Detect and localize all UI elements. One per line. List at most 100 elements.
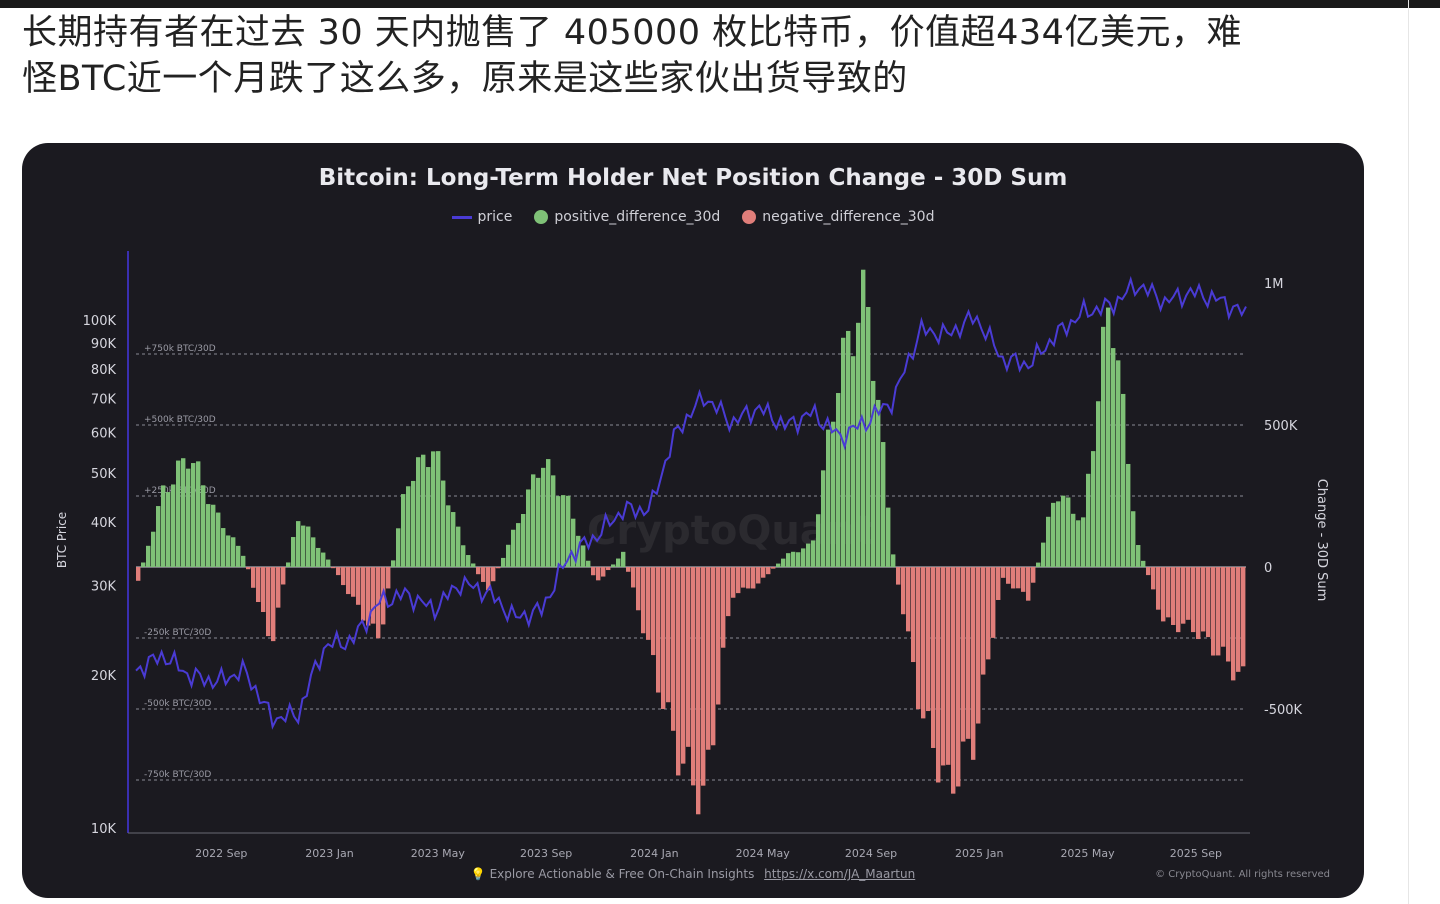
positive-bar	[876, 399, 881, 567]
chart-card[interactable]: Bitcoin: Long-Term Holder Net Position C…	[22, 143, 1364, 898]
chart-plot[interactable]: +750k BTC/30D+500k BTC/30D+250k BTC/30D-…	[22, 143, 1364, 898]
negative-bar	[496, 567, 501, 569]
positive-bar	[186, 468, 191, 567]
y-left-axis-title: BTC Price	[55, 512, 69, 568]
y-left-tick-label: 50K	[91, 467, 117, 482]
negative-bar	[1031, 567, 1036, 583]
positive-bar	[1056, 501, 1061, 567]
positive-bar	[851, 356, 856, 567]
negative-bar	[1146, 567, 1151, 576]
negative-bar	[1011, 567, 1016, 589]
y-right-axis-title: Change - 30D Sum	[1314, 479, 1329, 602]
positive-bar	[141, 562, 146, 567]
legend-price-label: price	[477, 209, 513, 225]
negative-bar	[666, 567, 671, 703]
negative-bar	[746, 567, 751, 589]
positive-bar	[541, 467, 546, 567]
positive-bar	[201, 485, 206, 567]
positive-bar	[231, 537, 236, 567]
top-strip	[0, 0, 1440, 8]
positive-bar	[836, 393, 841, 567]
x-tick-label: 2025 Sep	[1170, 847, 1222, 860]
negative-bar	[661, 567, 666, 709]
positive-bar	[1061, 495, 1066, 567]
positive-bar	[426, 467, 431, 567]
positive-bar	[466, 555, 471, 567]
negative-bar	[386, 567, 391, 589]
legend-item-negative[interactable]: negative_difference_30d	[742, 209, 934, 225]
positive-bar	[151, 531, 156, 567]
negative-bar	[911, 567, 916, 663]
negative-bar	[1221, 567, 1226, 647]
negative-bar	[1006, 567, 1011, 584]
negative-bar	[476, 567, 481, 575]
negative-bar	[936, 567, 941, 783]
positive-bar	[411, 480, 416, 567]
x-tick-label: 2024 Sep	[845, 847, 897, 860]
positive-bar	[831, 421, 836, 567]
chart-title: Bitcoin: Long-Term Holder Net Position C…	[318, 165, 1068, 191]
positive-bar	[291, 537, 296, 567]
positive-bar	[1096, 401, 1101, 567]
positive-bar	[241, 555, 246, 567]
negative-bar	[711, 567, 716, 746]
negative-bar	[261, 567, 266, 612]
positive-bar	[391, 560, 396, 567]
positive-bar	[296, 521, 301, 567]
negative-bar	[701, 567, 706, 786]
positive-bar	[891, 554, 896, 567]
legend-item-positive[interactable]: positive_difference_30d	[534, 209, 720, 225]
y-left-tick-label: 20K	[91, 669, 117, 684]
y-left-tick-label: 70K	[91, 393, 117, 408]
positive-bar	[416, 457, 421, 567]
y-left-tick-label: 30K	[91, 580, 117, 595]
x-tick-label: 2023 Sep	[520, 847, 572, 860]
legend-positive-label: positive_difference_30d	[554, 209, 721, 225]
negative-bar	[631, 567, 636, 588]
negative-bar	[1211, 567, 1216, 656]
positive-bar	[556, 496, 561, 567]
negative-bar	[361, 567, 366, 621]
legend-item-price[interactable]: price	[451, 209, 513, 225]
positive-bar	[796, 552, 801, 567]
positive-bar	[441, 480, 446, 567]
negative-bar	[1181, 567, 1186, 624]
negative-bar	[601, 567, 606, 577]
negative-bar	[331, 567, 336, 569]
footer-link[interactable]: https://x.com/JA_Maartun	[764, 867, 916, 881]
positive-bar	[611, 564, 616, 567]
negative-bar	[1166, 567, 1171, 618]
positive-bar	[1101, 326, 1106, 567]
post-text-line-1: 长期持有者在过去 30 天内抛售了 405000 枚比特币，价值超434亿美元，…	[22, 13, 1242, 53]
positive-bar	[546, 459, 551, 567]
positive-bar	[791, 551, 796, 567]
negative-bar	[336, 567, 341, 576]
positive-bar	[1046, 516, 1051, 567]
x-tick-label: 2023 Jan	[305, 847, 353, 860]
positive-bar	[196, 461, 201, 567]
legend-negative-label: negative_difference_30d	[762, 209, 935, 225]
positive-bar	[306, 526, 311, 567]
positive-bar	[536, 477, 541, 567]
page-divider	[1408, 0, 1409, 904]
negative-bar	[761, 567, 766, 578]
positive-bar	[781, 558, 786, 567]
y-left-tick-label: 90K	[91, 337, 117, 352]
positive-bar	[181, 458, 186, 567]
negative-bar	[646, 567, 651, 640]
post-text: 长期持有者在过去 30 天内抛售了 405000 枚比特币，价值超434亿美元，…	[22, 10, 1382, 102]
negative-bar	[1186, 567, 1191, 620]
negative-bar	[726, 567, 731, 617]
positive-bar	[221, 528, 226, 567]
positive-bar	[301, 525, 306, 567]
negative-bar	[1176, 567, 1181, 633]
negative-bar	[1151, 567, 1156, 590]
positive-bar	[396, 528, 401, 567]
negative-bar	[1216, 567, 1221, 656]
positive-bar	[446, 505, 451, 567]
negative-bar	[996, 567, 1001, 600]
ref-line-label: +750k BTC/30D	[144, 344, 216, 354]
negative-bar	[721, 567, 726, 648]
negative-bar	[276, 567, 281, 608]
negative-bar	[1191, 567, 1196, 633]
